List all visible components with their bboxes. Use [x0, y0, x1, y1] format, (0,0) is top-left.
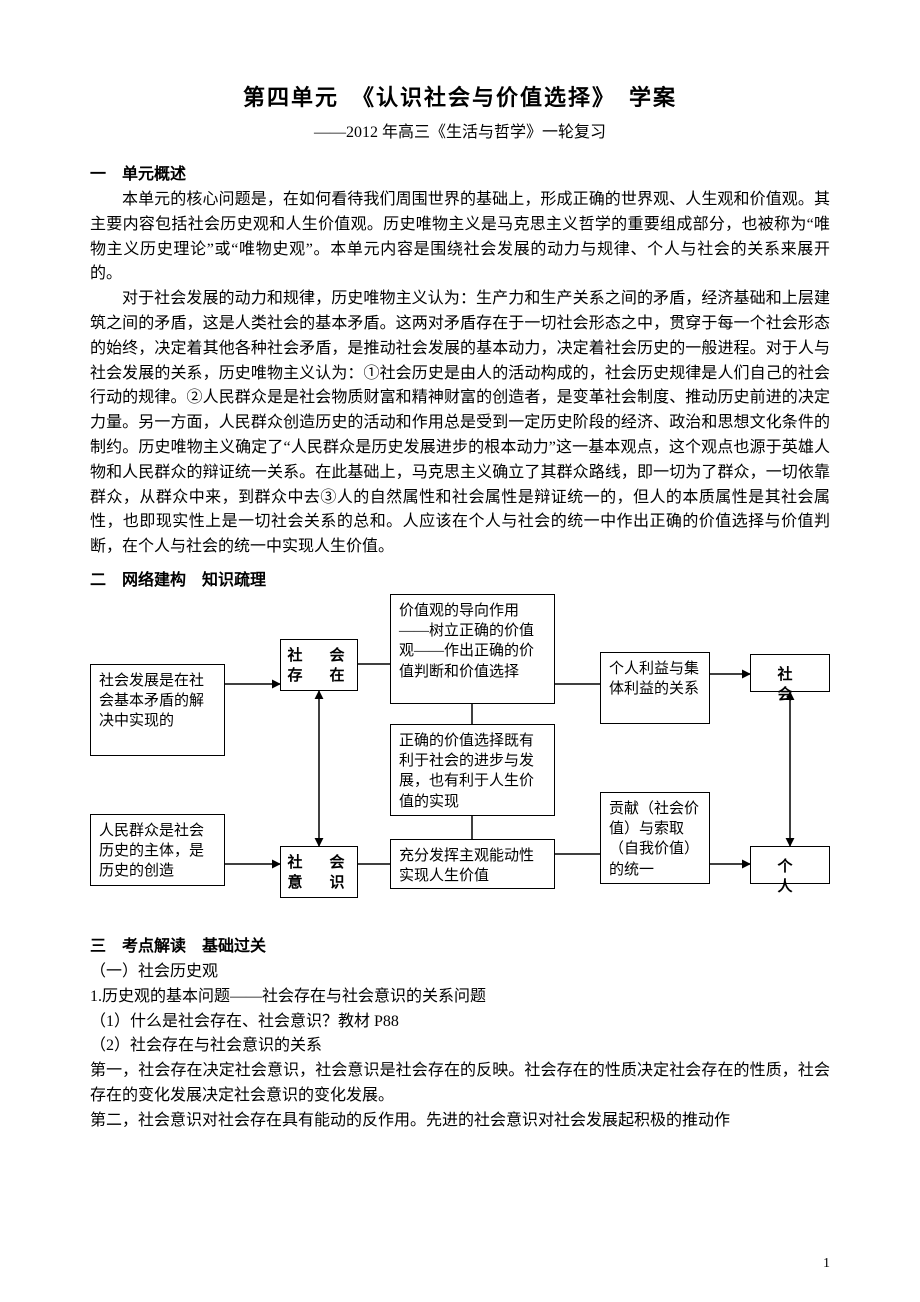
diagram-box-mid_mid: 正确的价值选择既有利于社会的进步与发展，也有利于人生价值的实现: [390, 724, 555, 816]
section-3-line-3: （1）什么是社会存在、社会意识？教材 P88: [90, 1010, 830, 1035]
section-3-para-2: 第二，社会意识对社会存在具有能动的反作用。先进的社会意识对社会发展起积极的推动作: [90, 1109, 830, 1134]
page-number: 1: [823, 1256, 830, 1272]
section-3-line-4: （2）社会存在与社会意识的关系: [90, 1034, 830, 1059]
diagram-box-mid_top: 价值观的导向作用——树立正确的价值观——作出正确的价值判断和价值选择: [390, 594, 555, 704]
section-2-heading: 二 网络建构 知识疏理: [90, 566, 830, 590]
page-subtitle: ——2012 年高三《生活与哲学》一轮复习: [90, 118, 830, 142]
diagram-box-person: 个 人: [750, 846, 830, 884]
section-1-para-2: 对于社会发展的动力和规律，历史唯物主义认为：生产力和生产关系之间的矛盾，经济基础…: [90, 287, 830, 560]
document-page: 第四单元 《认识社会与价值选择》 学案 ——2012 年高三《生活与哲学》一轮复…: [0, 0, 920, 1302]
knowledge-diagram: 社会发展是在社会基本矛盾的解决中实现的人民群众是社会历史的主体，是历史的创造 社 …: [90, 594, 830, 924]
diagram-box-center_top: 社 会存 在: [280, 639, 358, 691]
section-1-heading: 一 单元概述: [90, 160, 830, 184]
section-3-para-1: 第一，社会存在决定社会意识，社会意识是社会存在的反映。社会存在的性质决定社会存在…: [90, 1059, 830, 1109]
section-3-line-2: 1.历史观的基本问题——社会存在与社会意识的关系问题: [90, 985, 830, 1010]
section-3-heading: 三 考点解读 基础过关: [90, 932, 830, 956]
diagram-box-right_top: 个人利益与集体利益的关系: [600, 652, 710, 724]
section-3-line-1: （一）社会历史观: [90, 960, 830, 985]
diagram-box-right_bot: 贡献（社会价值）与索取（自我价值）的统一: [600, 792, 710, 884]
diagram-box-left_top: 社会发展是在社会基本矛盾的解决中实现的: [90, 664, 225, 756]
diagram-box-left_bottom: 人民群众是社会历史的主体，是历史的创造: [90, 814, 225, 886]
section-1-para-1: 本单元的核心问题是，在如何看待我们周围世界的基础上，形成正确的世界观、人生观和价…: [90, 188, 830, 287]
page-title: 第四单元 《认识社会与价值选择》 学案: [90, 80, 830, 112]
diagram-box-mid_bot: 充分发挥主观能动性实现人生价值: [390, 839, 555, 889]
diagram-box-society: 社 会: [750, 654, 830, 692]
diagram-box-center_bottom: 社 会意 识: [280, 846, 358, 898]
